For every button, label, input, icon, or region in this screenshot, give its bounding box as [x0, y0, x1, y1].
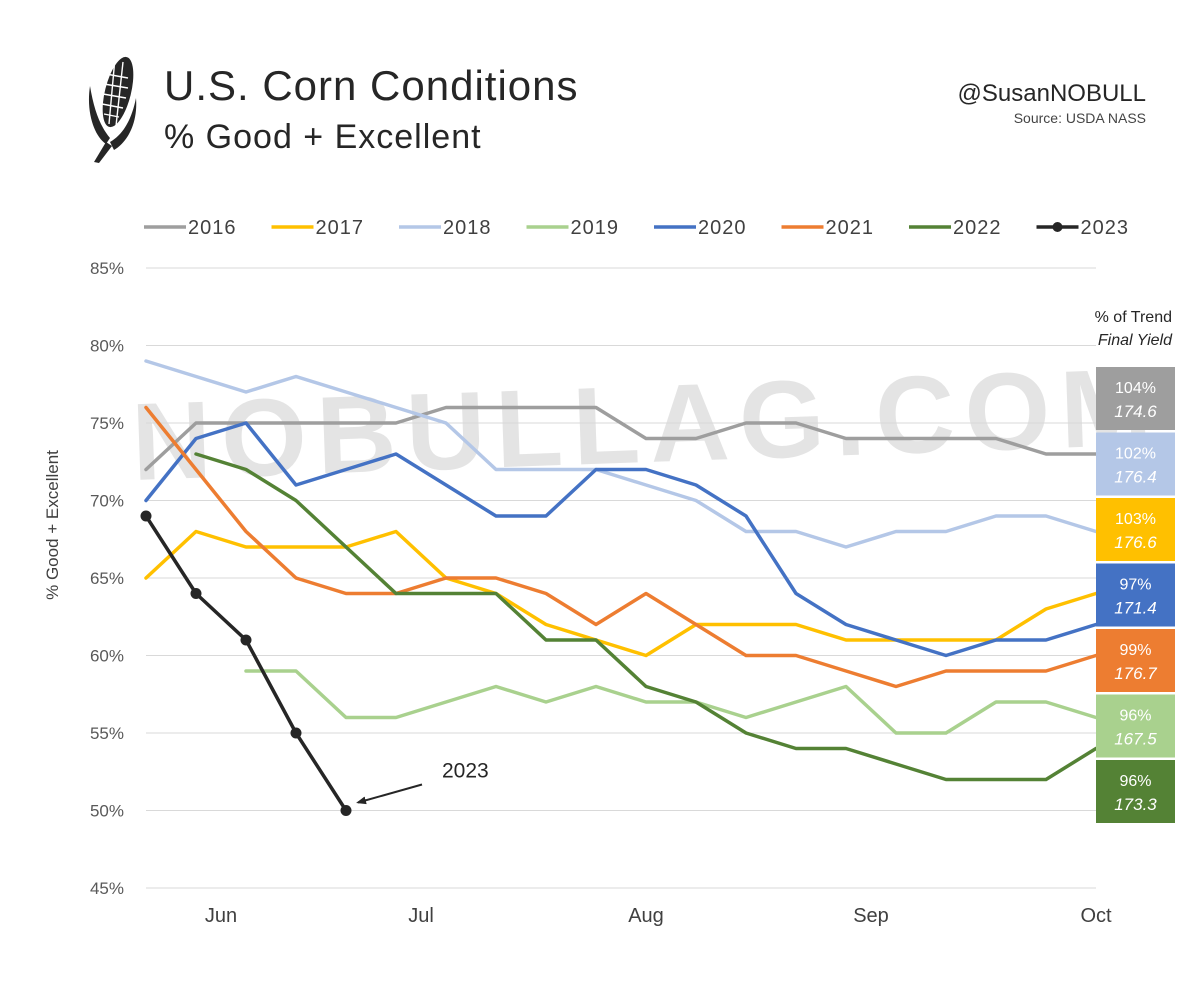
series-line-2022	[194, 452, 1098, 782]
trend-percent: 97%	[1119, 577, 1151, 594]
legend-label-2019: 2019	[571, 217, 620, 239]
trend-percent: 103%	[1115, 511, 1156, 528]
y-tick-label: 85%	[90, 259, 124, 278]
chart-title: U.S. Corn Conditions	[164, 62, 579, 109]
trend-percent: 102%	[1115, 446, 1156, 463]
trend-box-bg	[1096, 432, 1175, 496]
trend-heading: % of Trend	[1095, 309, 1172, 326]
legend-label-2018: 2018	[443, 217, 492, 239]
x-tick-label: Sep	[853, 905, 889, 927]
x-tick-label: Aug	[628, 905, 664, 927]
legend-label-2016: 2016	[188, 217, 237, 239]
data-point-2023	[140, 510, 152, 522]
legend-label-2023: 2023	[1081, 217, 1130, 239]
series-line-2018	[144, 359, 1098, 549]
trend-percent: 96%	[1119, 773, 1151, 790]
series-line-2017	[144, 529, 1098, 658]
trend-yield: 173.3	[1114, 795, 1157, 814]
trend-box-bg	[1096, 760, 1175, 823]
series-line-2021	[144, 405, 1098, 689]
trend-percent: 99%	[1119, 642, 1151, 659]
series-line-2020	[144, 421, 1098, 658]
chart-subtitle: % Good + Excellent	[164, 118, 482, 156]
y-tick-label: 55%	[90, 724, 124, 743]
trend-yield: 176.7	[1114, 664, 1157, 683]
corn-icon	[88, 56, 137, 163]
legend-label-2017: 2017	[316, 217, 365, 239]
data-point-2023	[340, 805, 352, 816]
y-tick-label: 80%	[90, 337, 124, 356]
y-tick-label: 60%	[90, 647, 124, 666]
series-line-2019	[244, 669, 1098, 735]
trend-box-bg	[1096, 563, 1175, 627]
legend-label-2020: 2020	[698, 217, 747, 239]
trend-box-2020: 97% 171.4	[1096, 563, 1175, 627]
annotation-label: 2023	[442, 760, 489, 783]
trend-yield: 171.4	[1114, 599, 1157, 618]
legend-marker-2023	[1052, 222, 1063, 232]
x-tick-label: Oct	[1080, 905, 1112, 927]
trend-yield: 176.4	[1114, 468, 1157, 487]
trend-box-2017: 103% 176.6	[1096, 498, 1175, 561]
annotation-arrow	[356, 783, 423, 805]
y-axis-label: % Good + Excellent	[43, 450, 62, 600]
trend-box-2016: 104% 174.6	[1096, 367, 1175, 430]
data-point-2023	[290, 727, 302, 739]
trend-box-bg	[1096, 498, 1175, 561]
trend-box-bg	[1096, 629, 1175, 692]
y-tick-label: 45%	[90, 879, 124, 898]
data-point-2023	[190, 588, 202, 599]
series-line-2016	[144, 405, 1098, 472]
trend-box-2021: 99% 176.7	[1096, 629, 1175, 692]
trend-yield: 167.5	[1114, 730, 1157, 749]
trend-percent: 96%	[1119, 708, 1151, 725]
series-line-2023	[144, 514, 348, 813]
data-point-2023	[240, 634, 252, 646]
legend-label-2021: 2021	[826, 217, 875, 239]
trend-yield: 174.6	[1114, 402, 1157, 421]
trend-subheading: Final Yield	[1098, 332, 1173, 349]
trend-box-2022: 96% 173.3	[1096, 760, 1175, 823]
x-tick-label: Jul	[408, 905, 434, 927]
y-tick-label: 65%	[90, 569, 124, 588]
trend-box-2018: 102% 176.4	[1096, 432, 1175, 496]
y-tick-label: 75%	[90, 414, 124, 433]
x-tick-label: Jun	[205, 905, 237, 927]
trend-box-2019: 96% 167.5	[1096, 694, 1175, 758]
y-tick-label: 70%	[90, 492, 124, 511]
trend-box-bg	[1096, 367, 1175, 430]
trend-percent: 104%	[1115, 380, 1156, 397]
source-note: Source: USDA NASS	[1013, 110, 1146, 126]
legend-label-2022: 2022	[953, 217, 1002, 239]
y-tick-label: 50%	[90, 802, 124, 821]
author-handle: @SusanNOBULL	[957, 80, 1146, 107]
trend-box-bg	[1096, 694, 1175, 758]
trend-yield: 176.6	[1114, 533, 1157, 552]
